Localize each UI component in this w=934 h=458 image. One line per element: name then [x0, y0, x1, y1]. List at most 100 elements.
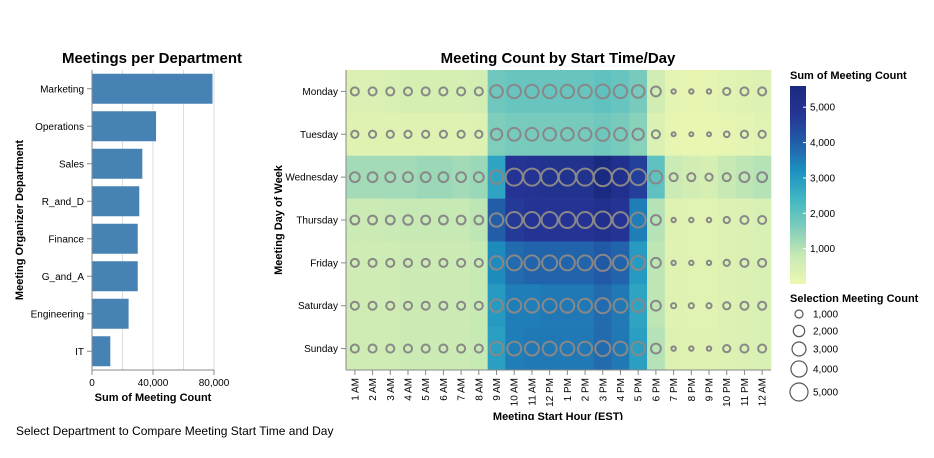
- heat-cell[interactable]: [664, 284, 683, 328]
- heat-cell[interactable]: [576, 70, 595, 114]
- heat-cell[interactable]: [381, 70, 400, 114]
- heat-cell[interactable]: [346, 284, 365, 328]
- heat-cell[interactable]: [717, 327, 736, 371]
- heat-cell[interactable]: [469, 198, 488, 242]
- bar-engineering[interactable]: [92, 298, 129, 329]
- heat-cell[interactable]: [416, 155, 435, 199]
- heat-cell[interactable]: [753, 327, 772, 371]
- heat-cell[interactable]: [735, 327, 754, 371]
- heat-cell[interactable]: [434, 198, 453, 242]
- heat-cell[interactable]: [540, 198, 559, 242]
- heat-cell[interactable]: [647, 112, 666, 157]
- heat-cell[interactable]: [682, 70, 701, 114]
- heat-cell[interactable]: [363, 327, 382, 371]
- heat-cell[interactable]: [381, 198, 400, 242]
- heat-cell[interactable]: [593, 198, 612, 242]
- heat-cell[interactable]: [452, 241, 471, 285]
- heat-cell[interactable]: [523, 70, 542, 114]
- bar-it[interactable]: [92, 336, 111, 367]
- heat-cell[interactable]: [346, 241, 365, 285]
- heat-cell[interactable]: [363, 70, 382, 114]
- heat-cell[interactable]: [505, 327, 524, 371]
- heat-cell[interactable]: [523, 112, 542, 157]
- heat-cell[interactable]: [664, 155, 683, 199]
- heat-cell[interactable]: [629, 198, 648, 242]
- heat-cell[interactable]: [523, 198, 542, 242]
- heat-cell[interactable]: [505, 198, 524, 242]
- heat-cell[interactable]: [682, 198, 701, 242]
- heat-cell[interactable]: [753, 70, 772, 114]
- heat-cell[interactable]: [700, 198, 719, 242]
- heat-cell[interactable]: [647, 284, 666, 328]
- heat-cell[interactable]: [664, 327, 683, 371]
- heat-cell[interactable]: [611, 327, 630, 371]
- heat-cell[interactable]: [753, 284, 772, 328]
- heat-cell[interactable]: [576, 155, 595, 199]
- heat-cell[interactable]: [523, 241, 542, 285]
- heat-cell[interactable]: [558, 327, 577, 371]
- heat-cell[interactable]: [611, 112, 630, 157]
- heat-cell[interactable]: [558, 241, 577, 285]
- heat-cell[interactable]: [434, 284, 453, 328]
- heat-cell[interactable]: [505, 112, 524, 157]
- heat-cell[interactable]: [611, 241, 630, 285]
- heat-cell[interactable]: [611, 70, 630, 114]
- heat-cell[interactable]: [576, 241, 595, 285]
- heat-cell[interactable]: [735, 198, 754, 242]
- heat-cell[interactable]: [381, 241, 400, 285]
- heat-cell[interactable]: [647, 155, 666, 199]
- heat-cell[interactable]: [523, 327, 542, 371]
- bar-finance[interactable]: [92, 223, 138, 254]
- heat-cell[interactable]: [523, 284, 542, 328]
- heat-cell[interactable]: [647, 241, 666, 285]
- heat-cell[interactable]: [416, 327, 435, 371]
- heat-cell[interactable]: [416, 70, 435, 114]
- heat-cell[interactable]: [700, 284, 719, 328]
- heat-cell[interactable]: [469, 241, 488, 285]
- heat-cell[interactable]: [647, 198, 666, 242]
- heat-cell[interactable]: [682, 112, 701, 157]
- heat-cell[interactable]: [611, 198, 630, 242]
- bar-r_and_d[interactable]: [92, 186, 140, 217]
- heat-cell[interactable]: [346, 70, 365, 114]
- heat-cell[interactable]: [505, 155, 524, 199]
- heat-cell[interactable]: [452, 284, 471, 328]
- heat-cell[interactable]: [629, 112, 648, 157]
- heat-cell[interactable]: [558, 155, 577, 199]
- heat-cell[interactable]: [346, 112, 365, 157]
- heat-cell[interactable]: [735, 70, 754, 114]
- heat-cell[interactable]: [452, 198, 471, 242]
- heat-cell[interactable]: [629, 155, 648, 199]
- heat-cell[interactable]: [700, 70, 719, 114]
- heat-cell[interactable]: [434, 70, 453, 114]
- heat-cell[interactable]: [611, 155, 630, 199]
- heat-cell[interactable]: [487, 112, 506, 157]
- heat-cell[interactable]: [629, 241, 648, 285]
- heat-cell[interactable]: [753, 112, 772, 157]
- heat-cell[interactable]: [399, 198, 418, 242]
- heat-cell[interactable]: [469, 284, 488, 328]
- heat-cell[interactable]: [452, 112, 471, 157]
- heat-cell[interactable]: [647, 327, 666, 371]
- heat-cell[interactable]: [558, 284, 577, 328]
- heat-cell[interactable]: [540, 70, 559, 114]
- heat-cell[interactable]: [664, 241, 683, 285]
- heat-cell[interactable]: [611, 284, 630, 328]
- heat-cell[interactable]: [558, 112, 577, 157]
- heat-cell[interactable]: [434, 241, 453, 285]
- heat-cell[interactable]: [576, 112, 595, 157]
- heat-cell[interactable]: [505, 70, 524, 114]
- heat-cell[interactable]: [576, 198, 595, 242]
- heat-cell[interactable]: [469, 327, 488, 371]
- heat-cell[interactable]: [717, 155, 736, 199]
- heat-cell[interactable]: [558, 198, 577, 242]
- heat-cell[interactable]: [381, 155, 400, 199]
- heat-cell[interactable]: [487, 241, 506, 285]
- heat-cell[interactable]: [469, 70, 488, 114]
- heat-cell[interactable]: [469, 112, 488, 157]
- heat-cell[interactable]: [363, 198, 382, 242]
- heat-cell[interactable]: [363, 112, 382, 157]
- heat-cell[interactable]: [363, 284, 382, 328]
- heat-cell[interactable]: [505, 284, 524, 328]
- bar-g_and_a[interactable]: [92, 261, 138, 292]
